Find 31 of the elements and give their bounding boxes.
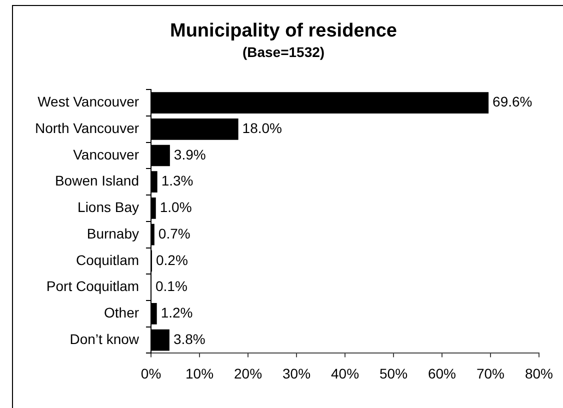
x-tick-label: 10% xyxy=(186,365,214,382)
chart-subtitle: (Base=1532) xyxy=(242,44,325,60)
data-label: 69.6% xyxy=(492,94,532,110)
data-label: 1.0% xyxy=(160,199,192,216)
data-label: 3.8% xyxy=(173,330,206,347)
y-tick-label: Lions Bay xyxy=(78,199,140,216)
x-tick-label: 80% xyxy=(524,365,554,382)
y-tick-label: West Vancouver xyxy=(38,94,140,110)
x-tick-label: 30% xyxy=(282,365,311,382)
data-label: 1.3% xyxy=(161,172,194,189)
x-tick-label: 60% xyxy=(428,365,456,382)
data-label: 0.1% xyxy=(156,278,188,294)
y-tick-label: North Vancouver xyxy=(35,120,140,136)
y-tick-label: Bowen Island xyxy=(54,172,140,189)
data-label: 3.9% xyxy=(174,146,206,162)
data-label: 1.2% xyxy=(160,304,193,321)
y-tick-label: Burnaby xyxy=(86,225,140,242)
y-tick-label: Port Coquitlam xyxy=(46,278,140,294)
data-label: 18.0% xyxy=(242,120,282,136)
data-label: 0.2% xyxy=(156,252,188,268)
y-tick-label: Vancouver xyxy=(73,146,140,162)
data-label: 0.7% xyxy=(158,225,190,242)
x-tick-label: 40% xyxy=(330,365,360,382)
y-tick-label: Other xyxy=(104,304,140,321)
y-tick-label: Coquitlam xyxy=(76,252,140,268)
x-tick-label: 20% xyxy=(234,365,262,382)
x-tick-label: 70% xyxy=(476,365,505,382)
x-tick-label: 0% xyxy=(140,365,162,382)
x-tick-label: 50% xyxy=(379,365,408,382)
chart-title: Municipality of residence xyxy=(170,20,397,42)
y-tick-label: Don’t know xyxy=(70,330,140,347)
